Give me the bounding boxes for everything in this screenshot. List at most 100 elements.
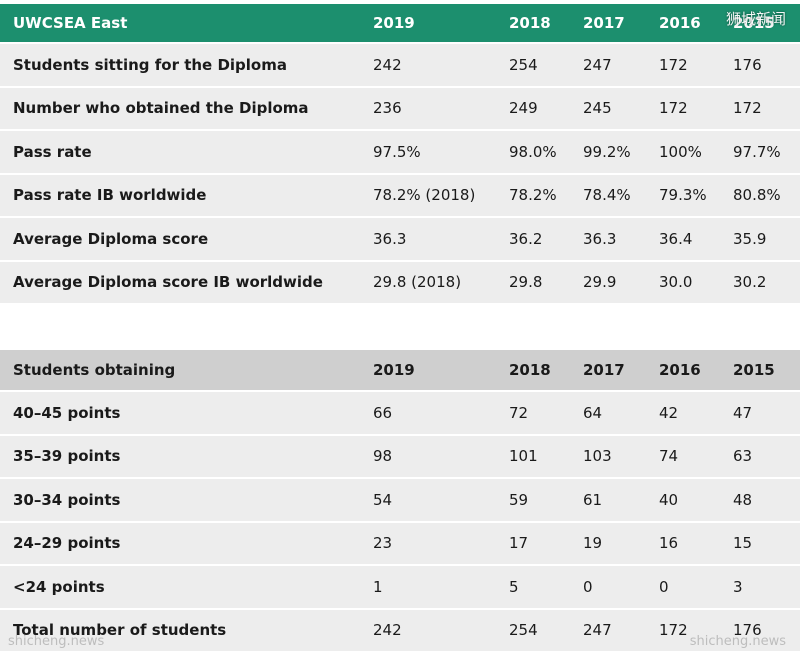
row-label: Pass rate IB worldwide bbox=[0, 174, 360, 218]
points-distribution-table: Students obtaining 2019 2018 2017 2016 2… bbox=[0, 350, 800, 653]
cell-value: 242 bbox=[360, 609, 496, 653]
table-row: Pass rate 97.5% 98.0% 99.2% 100% 97.7% bbox=[0, 131, 800, 175]
cell-value: 15 bbox=[720, 522, 800, 566]
table-row: Number who obtained the Diploma 236 249 … bbox=[0, 87, 800, 131]
row-label: Number who obtained the Diploma bbox=[0, 87, 360, 131]
cell-value: 66 bbox=[360, 392, 496, 436]
row-label: Pass rate bbox=[0, 131, 360, 175]
cell-value: 103 bbox=[570, 435, 646, 479]
row-label: Average Diploma score bbox=[0, 218, 360, 262]
cell-value: 64 bbox=[570, 392, 646, 436]
row-label: 24–29 points bbox=[0, 522, 360, 566]
header-cell: 2016 bbox=[646, 350, 720, 392]
table-row: Pass rate IB worldwide 78.2% (2018) 78.2… bbox=[0, 174, 800, 218]
cell-value: 3 bbox=[720, 566, 800, 610]
table-row: Total number of students 242 254 247 172… bbox=[0, 609, 800, 653]
row-label: <24 points bbox=[0, 566, 360, 610]
header-cell: 2018 bbox=[496, 350, 570, 392]
header-cell: 2015 bbox=[720, 4, 800, 44]
cell-value: 99.2% bbox=[570, 131, 646, 175]
cell-value: 78.2% (2018) bbox=[360, 174, 496, 218]
diploma-results-table: UWCSEA East 2019 2018 2017 2016 2015 Stu… bbox=[0, 4, 800, 305]
table-row: <24 points 1 5 0 0 3 bbox=[0, 566, 800, 610]
header-cell: 2019 bbox=[360, 4, 496, 44]
cell-value: 17 bbox=[496, 522, 570, 566]
cell-value: 1 bbox=[360, 566, 496, 610]
cell-value: 242 bbox=[360, 44, 496, 88]
row-label: 30–34 points bbox=[0, 479, 360, 523]
cell-value: 59 bbox=[496, 479, 570, 523]
cell-value: 236 bbox=[360, 87, 496, 131]
cell-value: 61 bbox=[570, 479, 646, 523]
cell-value: 254 bbox=[496, 44, 570, 88]
cell-value: 29.9 bbox=[570, 261, 646, 305]
cell-value: 100% bbox=[646, 131, 720, 175]
cell-value: 63 bbox=[720, 435, 800, 479]
cell-value: 35.9 bbox=[720, 218, 800, 262]
cell-value: 48 bbox=[720, 479, 800, 523]
cell-value: 72 bbox=[496, 392, 570, 436]
cell-value: 36.3 bbox=[570, 218, 646, 262]
cell-value: 176 bbox=[720, 609, 800, 653]
cell-value: 74 bbox=[646, 435, 720, 479]
cell-value: 254 bbox=[496, 609, 570, 653]
table-row: 30–34 points 54 59 61 40 48 bbox=[0, 479, 800, 523]
cell-value: 172 bbox=[646, 87, 720, 131]
cell-value: 5 bbox=[496, 566, 570, 610]
header-cell: UWCSEA East bbox=[0, 4, 360, 44]
cell-value: 30.2 bbox=[720, 261, 800, 305]
table-row: Average Diploma score 36.3 36.2 36.3 36.… bbox=[0, 218, 800, 262]
cell-value: 98.0% bbox=[496, 131, 570, 175]
cell-value: 78.4% bbox=[570, 174, 646, 218]
cell-value: 36.2 bbox=[496, 218, 570, 262]
table-row: Average Diploma score IB worldwide 29.8 … bbox=[0, 261, 800, 305]
table-row: 40–45 points 66 72 64 42 47 bbox=[0, 392, 800, 436]
cell-value: 79.3% bbox=[646, 174, 720, 218]
cell-value: 97.5% bbox=[360, 131, 496, 175]
row-label: 35–39 points bbox=[0, 435, 360, 479]
cell-value: 29.8 (2018) bbox=[360, 261, 496, 305]
watermark-bottom-right: shicheng.news bbox=[689, 634, 786, 649]
header-cell: 2016 bbox=[646, 4, 720, 44]
cell-value: 249 bbox=[496, 87, 570, 131]
cell-value: 36.3 bbox=[360, 218, 496, 262]
cell-value: 101 bbox=[496, 435, 570, 479]
header-cell: Students obtaining bbox=[0, 350, 360, 392]
cell-value: 42 bbox=[646, 392, 720, 436]
cell-value: 245 bbox=[570, 87, 646, 131]
table-header-row: Students obtaining 2019 2018 2017 2016 2… bbox=[0, 350, 800, 392]
cell-value: 0 bbox=[570, 566, 646, 610]
cell-value: 47 bbox=[720, 392, 800, 436]
row-label: Average Diploma score IB worldwide bbox=[0, 261, 360, 305]
cell-value: 23 bbox=[360, 522, 496, 566]
cell-value: 54 bbox=[360, 479, 496, 523]
cell-value: 176 bbox=[720, 44, 800, 88]
cell-value: 16 bbox=[646, 522, 720, 566]
cell-value: 78.2% bbox=[496, 174, 570, 218]
cell-value: 247 bbox=[570, 609, 646, 653]
header-cell: 2017 bbox=[570, 350, 646, 392]
cell-value: 29.8 bbox=[496, 261, 570, 305]
cell-value: 98 bbox=[360, 435, 496, 479]
cell-value: 30.0 bbox=[646, 261, 720, 305]
row-label: Total number of students bbox=[0, 609, 360, 653]
cell-value: 36.4 bbox=[646, 218, 720, 262]
cell-value: 172 bbox=[720, 87, 800, 131]
header-cell: 2019 bbox=[360, 350, 496, 392]
row-label: 40–45 points bbox=[0, 392, 360, 436]
cell-value: 172 bbox=[646, 44, 720, 88]
cell-value: 19 bbox=[570, 522, 646, 566]
cell-value: 97.7% bbox=[720, 131, 800, 175]
table-row: 24–29 points 23 17 19 16 15 bbox=[0, 522, 800, 566]
cell-value: 172 bbox=[646, 609, 720, 653]
row-label: Students sitting for the Diploma bbox=[0, 44, 360, 88]
cell-value: 40 bbox=[646, 479, 720, 523]
watermark-top-right: 狮城新闻 bbox=[725, 10, 786, 28]
watermark-bottom-left: shicheng.news bbox=[8, 634, 105, 649]
table-row: 35–39 points 98 101 103 74 63 bbox=[0, 435, 800, 479]
header-cell: 2015 bbox=[720, 350, 800, 392]
cell-value: 0 bbox=[646, 566, 720, 610]
header-cell: 2018 bbox=[496, 4, 570, 44]
cell-value: 247 bbox=[570, 44, 646, 88]
cell-value: 80.8% bbox=[720, 174, 800, 218]
